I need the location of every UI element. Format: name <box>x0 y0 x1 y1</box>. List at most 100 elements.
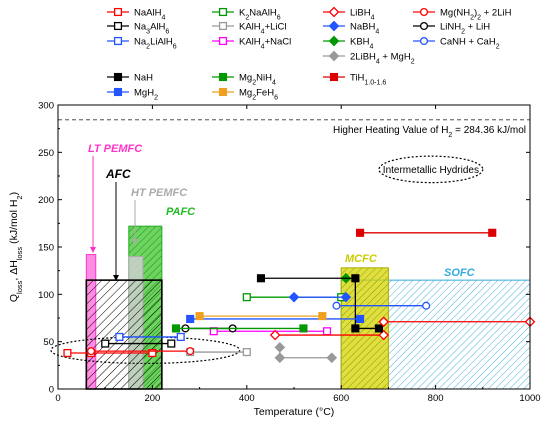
data-point-1 <box>422 301 431 310</box>
legend-label: Mg2FeH6 <box>239 88 278 102</box>
legend-label: TiH1.0-1.6 <box>350 73 386 87</box>
data-point-2 <box>326 352 338 364</box>
legend-marker <box>328 50 340 62</box>
data-point-1 <box>378 329 389 341</box>
data-point-1 <box>488 228 497 237</box>
x-tick-label: 200 <box>144 393 160 404</box>
legend-marker <box>218 72 228 82</box>
legend-label: MgH2 <box>134 88 158 102</box>
data-series <box>63 228 536 364</box>
y-tick-label: 200 <box>38 195 54 206</box>
y-tick-label: 150 <box>38 243 54 254</box>
series-2libh4-mgh2 <box>274 342 338 364</box>
x-tick-label: 400 <box>239 393 255 404</box>
legend-label: LiBH4 <box>350 8 375 22</box>
data-point-0 <box>63 348 72 358</box>
series-mg2nih4 <box>171 324 308 333</box>
series-mgh2 <box>186 314 365 323</box>
legend-marker <box>218 21 228 31</box>
data-point-1 <box>167 339 176 348</box>
data-point-1 <box>186 347 195 356</box>
label-lt-pemfc: LT PEMFC <box>88 143 143 155</box>
series-line <box>279 347 332 359</box>
region-afc <box>85 279 163 390</box>
hhv-label: Higher Heating Value of H2 = 284.36 kJ/m… <box>333 125 526 139</box>
legend-label: Na2LiAlH6 <box>134 37 177 51</box>
label-sofc: SOFC <box>444 267 476 279</box>
region-hatch <box>86 280 162 389</box>
legend-item-mg-nh2-2-2lih: Mg(NH2)2 + 2LiH <box>413 8 512 21</box>
legend-item-kbh4: KBH4 <box>323 35 374 51</box>
data-point-0 <box>101 339 110 348</box>
label-afc: AFC <box>105 167 131 181</box>
series-canh-cah2 <box>332 301 431 310</box>
label-mcfc: MCFC <box>345 253 378 265</box>
series-line <box>260 277 379 330</box>
data-point-0 <box>288 291 300 303</box>
legend-item-na3alh6: Na3AlH6 <box>107 22 169 36</box>
data-point-1 <box>242 348 251 357</box>
legend-label: KAlH4+LiCl <box>239 22 286 36</box>
series-libh4 <box>269 329 389 341</box>
legend-item-kalh4-nacl: KAlH4+NaCl <box>212 36 291 50</box>
series-kalh4-licl <box>186 348 251 357</box>
legend-marker <box>328 35 340 47</box>
data-point-0 <box>171 324 181 333</box>
data-point-1 <box>274 352 286 364</box>
legend-marker <box>419 21 429 31</box>
data-point-0 <box>269 329 281 341</box>
data-point-0 <box>86 347 96 356</box>
legend-item-naalh4: NaAlH4 <box>107 8 165 22</box>
y-tick-label: 100 <box>38 290 54 301</box>
data-point-1 <box>356 314 365 323</box>
legend-label: KBH4 <box>350 37 374 51</box>
data-point-0 <box>356 228 365 237</box>
legend-label: Na3AlH6 <box>134 22 169 36</box>
legend-label: NaH <box>134 73 153 84</box>
legend-item-libh4: LiBH4 <box>323 6 375 22</box>
legend-item-nah: NaH <box>107 73 153 84</box>
x-tick-label: 0 <box>55 393 60 404</box>
legend-item-tih1-0-1-6: TiH1.0-1.6 <box>323 73 386 87</box>
data-point-0 <box>274 342 286 353</box>
legend-marker <box>218 7 228 17</box>
data-point-1 <box>340 291 352 303</box>
ellipse-label: Intermetallic Hydrides <box>383 165 479 176</box>
legend-label: NaBH4 <box>350 22 379 36</box>
series-nabh4 <box>288 291 352 303</box>
legend-label: CaNH + CaH2 <box>440 37 500 51</box>
y-tick-label: 50 <box>43 337 54 348</box>
series-nah <box>256 274 384 333</box>
legend-label: K2NaAlH6 <box>239 8 281 22</box>
ellipse-1 <box>50 336 241 365</box>
ellipse-0 <box>378 155 484 184</box>
series-mg2feh6 <box>195 312 327 321</box>
legend-marker <box>113 72 123 82</box>
legend-label: Mg2NiH4 <box>239 73 276 87</box>
legend-marker <box>419 36 429 46</box>
heating-value-reference: Higher Heating Value of H2 = 284.36 kJ/m… <box>58 119 530 139</box>
ellipse-annotations: Intermetallic Hydrides <box>50 155 484 365</box>
legend-label: NaAlH4 <box>134 8 165 22</box>
legend-item-mgh2: MgH2 <box>107 87 158 102</box>
x-tick-label: 600 <box>333 393 349 404</box>
legend-item-linh2-lih: LiNH2 + LiH <box>413 21 490 35</box>
legend-marker <box>328 20 340 32</box>
legend-marker <box>113 87 123 97</box>
data-point-2 <box>148 348 157 358</box>
label-pafc: PAFC <box>166 206 196 218</box>
data-point-0 <box>242 293 251 302</box>
legend-item-mg2nih4: Mg2NiH4 <box>212 72 276 87</box>
series-na2lialh6 <box>115 332 185 341</box>
legend-item-na2lialh6: Na2LiAlH6 <box>107 37 177 51</box>
legend-label: 2LiBH4 + MgH2 <box>350 52 415 66</box>
legend-marker <box>218 36 228 46</box>
data-point-1 <box>322 327 332 336</box>
series-na3alh6 <box>101 339 176 348</box>
data-point-2 <box>351 324 360 333</box>
data-point-0 <box>195 312 204 321</box>
data-point-3 <box>374 324 384 333</box>
legend-item-nabh4: NaBH4 <box>323 20 379 36</box>
legend-item-canh-cah2: CaNH + CaH2 <box>413 36 500 51</box>
